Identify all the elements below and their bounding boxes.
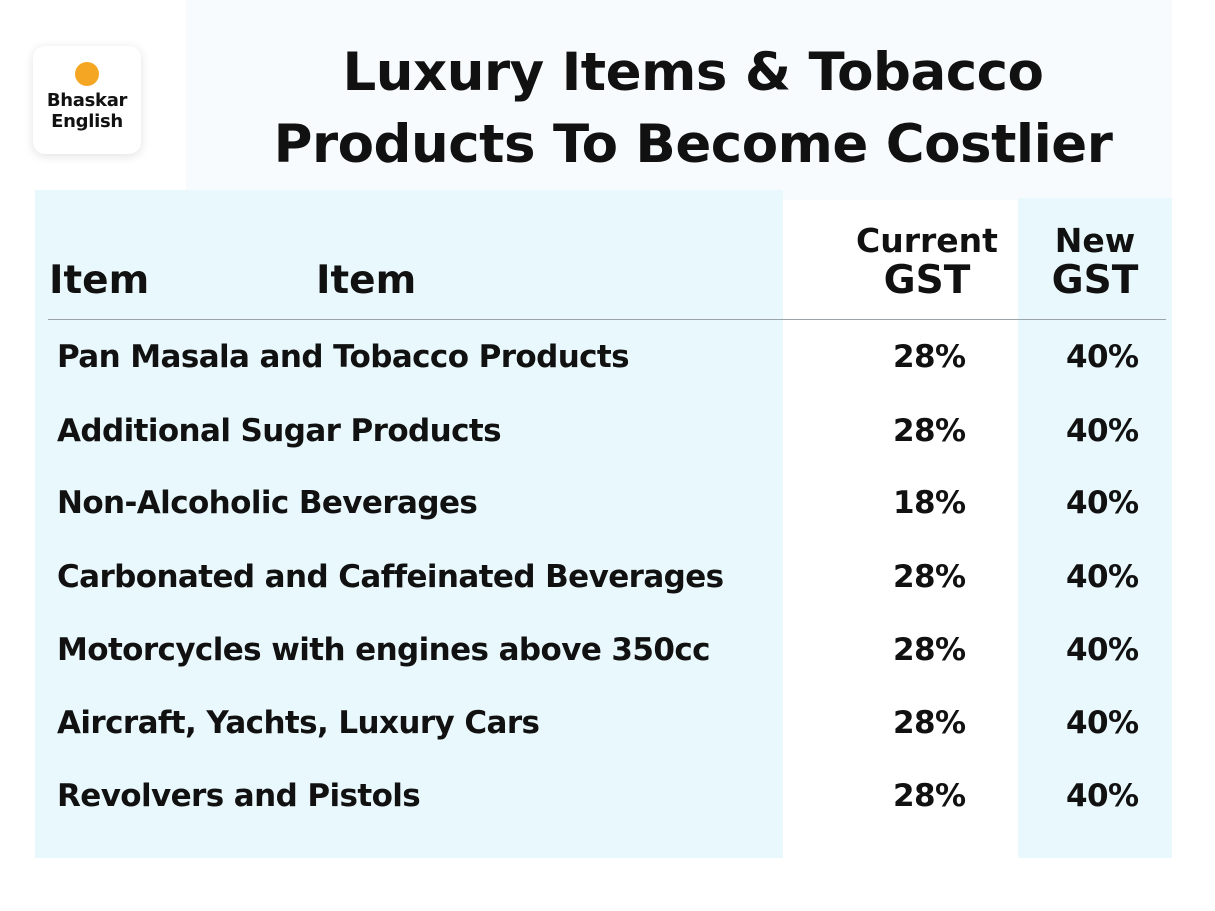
row-item: Revolvers and Pistols xyxy=(57,778,421,814)
sun-icon xyxy=(75,62,99,86)
title-line-1: Luxury Items & Tobacco xyxy=(342,42,1044,103)
header-item-1: Item xyxy=(49,258,150,303)
row-current-gst: 28% xyxy=(893,559,966,595)
bhaskar-english-logo: Bhaskar English xyxy=(33,46,141,154)
table-row: Additional Sugar Products 28% 40% xyxy=(0,406,1215,456)
row-new-gst: 40% xyxy=(1066,485,1139,521)
row-item: Motorcycles with engines above 350cc xyxy=(57,632,711,668)
table-panel-left xyxy=(35,190,783,858)
header-new-bottom: GST xyxy=(1051,258,1139,303)
table-row: Aircraft, Yachts, Luxury Cars 28% 40% xyxy=(0,698,1215,748)
title-background xyxy=(186,0,1172,200)
row-new-gst: 40% xyxy=(1066,413,1139,449)
row-current-gst: 28% xyxy=(893,339,966,375)
row-current-gst: 28% xyxy=(893,778,966,814)
row-current-gst: 28% xyxy=(893,632,966,668)
table-panel-right xyxy=(1018,198,1172,858)
row-item: Non-Alcoholic Beverages xyxy=(57,485,478,521)
row-new-gst: 40% xyxy=(1066,778,1139,814)
row-current-gst: 28% xyxy=(893,705,966,741)
logo-word-1: Bhaskar xyxy=(46,90,128,111)
row-item: Aircraft, Yachts, Luxury Cars xyxy=(57,705,540,741)
header-divider xyxy=(48,319,1166,320)
header-current-top: Current xyxy=(856,221,998,260)
row-new-gst: 40% xyxy=(1066,559,1139,595)
header-current-bottom: GST xyxy=(883,258,971,303)
logo-word-2: English xyxy=(51,111,123,132)
row-new-gst: 40% xyxy=(1066,339,1139,375)
row-new-gst: 40% xyxy=(1066,705,1139,741)
header-item-2: Item xyxy=(316,258,417,303)
table-row: Motorcycles with engines above 350cc 28% 4… xyxy=(0,625,1215,675)
row-current-gst: 18% xyxy=(893,485,966,521)
row-item: Additional Sugar Products xyxy=(57,413,502,449)
table-row: Revolvers and Pistols 28% 40% xyxy=(0,771,1215,821)
row-current-gst: 28% xyxy=(893,413,966,449)
row-new-gst: 40% xyxy=(1066,632,1139,668)
table-row: Carbonated and Caffeinated Beverages 28% 4… xyxy=(0,552,1215,602)
table-row: Non-Alcoholic Beverages 18% 40% xyxy=(0,478,1215,528)
title-line-2: Products To Become Costlier xyxy=(273,114,1113,175)
header-new-top: New xyxy=(1054,221,1136,260)
row-item: Carbonated and Caffeinated Beverages xyxy=(57,559,724,595)
row-item: Pan Masala and Tobacco Products xyxy=(57,339,630,375)
table-row: Pan Masala and Tobacco Products 28% 40% xyxy=(0,332,1215,382)
